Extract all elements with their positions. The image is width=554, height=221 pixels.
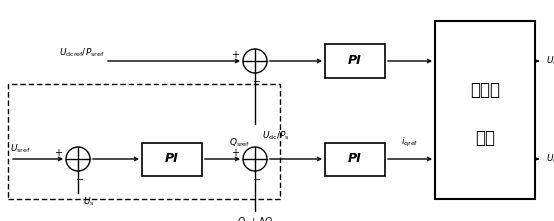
Circle shape — [243, 49, 267, 73]
Circle shape — [66, 147, 90, 171]
Text: $U_{\mathrm{dc}}/P_{\mathrm{s}}$: $U_{\mathrm{dc}}/P_{\mathrm{s}}$ — [262, 129, 290, 141]
Text: $Q_{\mathrm{s}}+\Delta Q$: $Q_{\mathrm{s}}+\Delta Q$ — [237, 215, 273, 221]
Text: $-$: $-$ — [253, 75, 261, 85]
Text: PI: PI — [165, 152, 179, 166]
Text: $U_{\mathrm{dref}}$: $U_{\mathrm{dref}}$ — [546, 55, 554, 67]
Text: +: + — [231, 50, 239, 60]
Bar — [325, 44, 385, 78]
Text: PI: PI — [348, 55, 362, 67]
Text: 内环: 内环 — [475, 129, 495, 147]
Text: +: + — [231, 148, 239, 158]
Bar — [142, 143, 202, 175]
Text: $-$: $-$ — [75, 173, 85, 183]
Text: +: + — [54, 148, 62, 158]
Text: 控制器: 控制器 — [470, 81, 500, 99]
Text: $U_{\mathrm{qref}}$: $U_{\mathrm{qref}}$ — [546, 152, 554, 166]
Text: $U_{\mathrm{sref}}$: $U_{\mathrm{sref}}$ — [10, 143, 31, 155]
Text: $U_{\mathrm{dcref}}/P_{\mathrm{sref}}$: $U_{\mathrm{dcref}}/P_{\mathrm{sref}}$ — [59, 47, 105, 59]
Text: $-$: $-$ — [253, 173, 261, 183]
Bar — [325, 143, 385, 175]
Text: $Q_{\mathrm{sref}}$: $Q_{\mathrm{sref}}$ — [229, 137, 250, 149]
Bar — [435, 21, 535, 199]
Bar — [8, 84, 280, 199]
Circle shape — [243, 147, 267, 171]
Text: $i_{\mathrm{qref}}$: $i_{\mathrm{qref}}$ — [401, 136, 419, 149]
Text: PI: PI — [348, 152, 362, 166]
Text: $U_{\mathrm{s}}$: $U_{\mathrm{s}}$ — [83, 196, 95, 208]
